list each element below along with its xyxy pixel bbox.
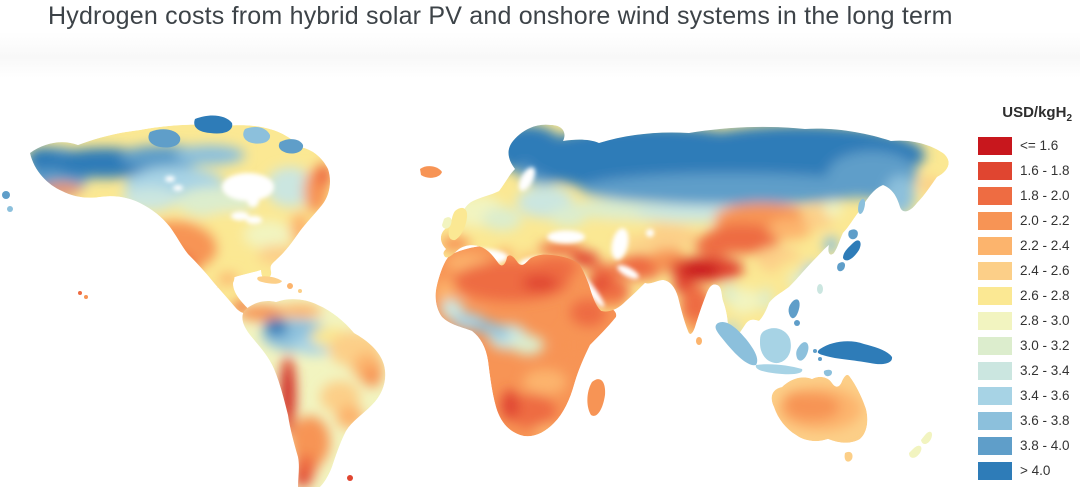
divider-band	[0, 32, 1080, 78]
landmass-north-america	[30, 124, 330, 314]
island-madagascar	[587, 379, 606, 416]
island-moluccas	[813, 349, 817, 353]
island-great-britain	[448, 207, 468, 241]
legend-label: <= 1.6	[1020, 138, 1059, 153]
legend-title: USD/kgH2	[1002, 104, 1072, 124]
island-japan	[837, 262, 846, 272]
world-cost-map	[2, 115, 949, 487]
island-java	[755, 364, 803, 375]
legend-row: 3.2 - 3.4	[978, 358, 1078, 383]
legend-color-swatch	[978, 236, 1012, 255]
legend-label: 3.8 - 4.0	[1020, 438, 1070, 453]
island-hawaii	[84, 295, 88, 299]
legend-label: 2.0 - 2.2	[1020, 213, 1070, 228]
island-falklands	[347, 475, 353, 481]
map-legend: USD/kgH2 <= 1.6 1.6 - 1.8 1.8 - 2.0 2.0 …	[978, 104, 1078, 483]
legend-row: > 4.0	[978, 458, 1078, 483]
edge-fragment	[2, 191, 10, 199]
legend-row: 2.2 - 2.4	[978, 233, 1078, 258]
legend-label: 1.8 - 2.0	[1020, 188, 1070, 203]
island-sakhalin	[858, 198, 866, 214]
legend-label: 3.6 - 3.8	[1020, 413, 1070, 428]
island-philippines	[794, 320, 800, 326]
legend-row: 2.8 - 3.0	[978, 308, 1078, 333]
legend-label: 2.8 - 3.0	[1020, 313, 1070, 328]
island-tasmania	[844, 451, 853, 462]
legend-color-swatch	[978, 136, 1012, 155]
island-cuba	[257, 276, 282, 284]
legend-row: 2.6 - 2.8	[978, 283, 1078, 308]
edge-fragment	[7, 206, 13, 212]
legend-color-swatch	[978, 386, 1012, 405]
island-sumatra	[715, 321, 758, 366]
legend-row: 1.6 - 1.8	[978, 158, 1078, 183]
legend-label: 1.6 - 1.8	[1020, 163, 1070, 178]
legend-row: 2.0 - 2.2	[978, 208, 1078, 233]
legend-row: 3.8 - 4.0	[978, 433, 1078, 458]
island-philippines	[788, 299, 800, 319]
legend-color-swatch	[978, 411, 1012, 430]
legend-color-swatch	[978, 461, 1012, 480]
legend-color-swatch	[978, 161, 1012, 180]
legend-row: 3.6 - 3.8	[978, 408, 1078, 433]
legend-color-swatch	[978, 186, 1012, 205]
landmass-australia	[771, 374, 868, 443]
island-sulawesi	[796, 342, 809, 361]
legend-row: 1.8 - 2.0	[978, 183, 1078, 208]
island-ireland	[442, 217, 452, 229]
legend-label: 2.4 - 2.6	[1020, 263, 1070, 278]
island-moluccas	[818, 357, 822, 361]
island-hispaniola	[287, 283, 293, 289]
island-borneo	[760, 328, 791, 364]
legend-color-swatch	[978, 311, 1012, 330]
legend-label: > 4.0	[1020, 463, 1051, 478]
island-new-guinea	[817, 341, 893, 365]
legend-label: 2.2 - 2.4	[1020, 238, 1070, 253]
legend-color-swatch	[978, 211, 1012, 230]
page-title: Hydrogen costs from hybrid solar PV and …	[48, 2, 953, 30]
legend-row: 2.4 - 2.6	[978, 258, 1078, 283]
island-japan	[843, 240, 861, 261]
island-timor	[823, 369, 833, 377]
legend-label: 2.6 - 2.8	[1020, 288, 1070, 303]
legend-color-swatch	[978, 436, 1012, 455]
island-taiwan	[817, 284, 823, 294]
island-iceland	[420, 166, 442, 178]
legend-color-swatch	[978, 286, 1012, 305]
legend-row: <= 1.6	[978, 133, 1078, 158]
island-new-zealand	[909, 445, 922, 458]
island-hawaii	[78, 291, 82, 295]
legend-label: 3.4 - 3.6	[1020, 388, 1070, 403]
island-sri-lanka	[696, 337, 702, 345]
legend-row: 3.0 - 3.2	[978, 333, 1078, 358]
island-new-zealand	[921, 431, 933, 445]
legend-label: 3.2 - 3.4	[1020, 363, 1070, 378]
legend-color-swatch	[978, 336, 1012, 355]
landmass-south-america	[242, 299, 386, 487]
legend-row: 3.4 - 3.6	[978, 383, 1078, 408]
legend-color-swatch	[978, 361, 1012, 380]
legend-color-swatch	[978, 261, 1012, 280]
arctic-islands	[148, 115, 304, 154]
island-japan	[848, 229, 858, 240]
legend-label: 3.0 - 3.2	[1020, 338, 1070, 353]
islands-and-fragments	[2, 166, 933, 481]
island-antilles	[298, 289, 302, 293]
